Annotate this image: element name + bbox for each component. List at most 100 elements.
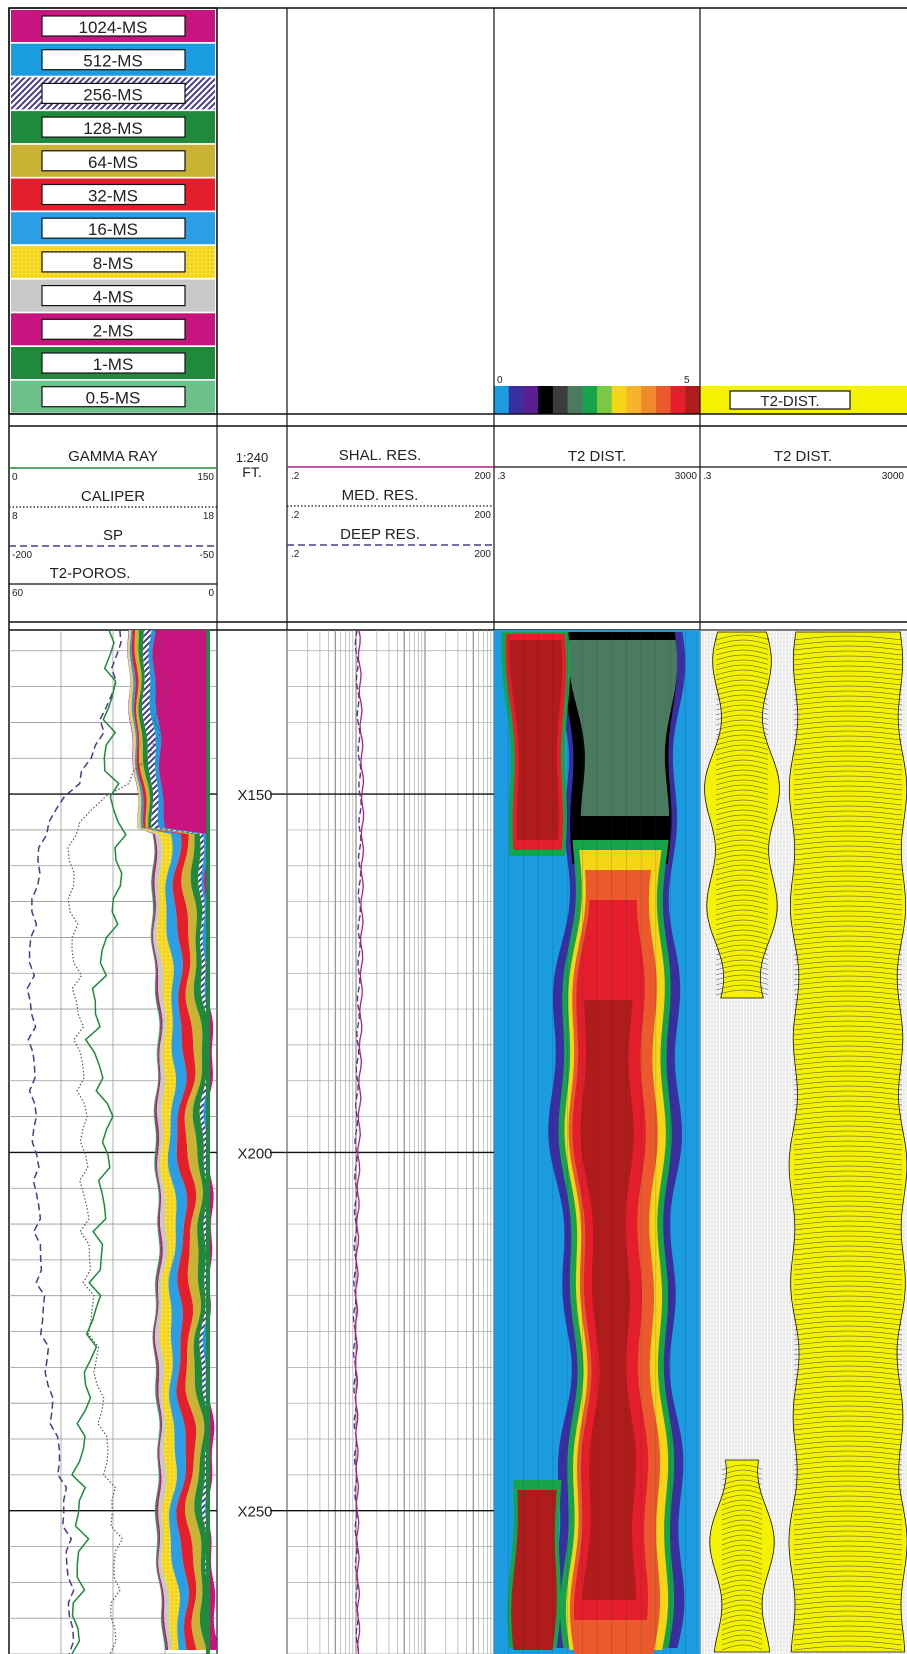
wave-line	[793, 1500, 903, 1506]
wave-line	[793, 1530, 903, 1536]
wave-line	[793, 1375, 903, 1381]
wave-line	[793, 1305, 903, 1311]
wave-line	[793, 1610, 903, 1616]
wave-line	[793, 1480, 903, 1486]
wave-line	[793, 1105, 903, 1111]
wave-line	[793, 1470, 903, 1476]
wave-line	[793, 1270, 903, 1276]
legend-label-4: 64-MS	[88, 153, 138, 172]
sp-curve	[26, 629, 122, 1654]
wave-line	[793, 1205, 903, 1211]
wave-line	[793, 1540, 903, 1546]
t2-bin-2	[127, 630, 169, 1650]
wave-line	[793, 925, 903, 931]
t2-bin-stack	[127, 630, 217, 1654]
wave-line	[793, 785, 903, 791]
t2-dist-1-min: .3	[497, 471, 506, 482]
header-track1: GAMMA RAY 0 150 CALIPER 8 18 SP -200 -50…	[9, 448, 217, 599]
wave-line-upper	[715, 794, 769, 801]
colorbar-swatch-7	[597, 386, 613, 414]
wave-line	[793, 895, 903, 901]
wave-line	[793, 1365, 903, 1371]
wave-line	[793, 1210, 903, 1216]
colorbar-max-label: 5	[684, 375, 690, 386]
t2-dist-2-max: 3000	[882, 471, 905, 482]
wave-line	[793, 1455, 903, 1461]
wave-line	[793, 840, 903, 846]
wave-line	[793, 1465, 903, 1471]
wave-line	[793, 1445, 903, 1451]
wave-line-upper	[715, 924, 769, 931]
t2-dist-2-title: T2 DIST.	[774, 448, 832, 465]
wave-line-upper	[715, 849, 769, 856]
wave-line	[793, 1145, 903, 1151]
wave-line-lower	[721, 1494, 763, 1501]
wave-line-upper	[715, 979, 769, 986]
wave-line	[793, 1430, 903, 1436]
deep-res-title: DEEP RES.	[340, 526, 420, 543]
t2-dist-legend: T2-DIST.	[700, 386, 907, 414]
t2-bin-11	[152, 630, 217, 1650]
deep-res-max: 200	[474, 549, 491, 560]
scale-unit: FT.	[242, 464, 261, 480]
wave-line	[793, 940, 903, 946]
wave-line-upper	[715, 779, 769, 786]
wave-line-upper	[715, 744, 769, 751]
wave-main-band	[788, 631, 907, 1653]
wave-line	[793, 1075, 903, 1081]
legend-label-box-7	[41, 251, 186, 273]
wave-line	[793, 1545, 903, 1551]
t2-upper-darkred	[509, 640, 563, 840]
wave-line-upper	[715, 694, 769, 701]
wave-line-upper	[715, 959, 769, 966]
wave-line-upper	[715, 724, 769, 731]
wave-line	[793, 845, 903, 851]
wave-line	[793, 1495, 903, 1501]
colorbar-swatch-5	[567, 386, 583, 414]
colorbar-section: 0 5	[494, 375, 701, 414]
wave-line	[793, 1195, 903, 1201]
wave-line-lower	[721, 1534, 763, 1541]
wave-line-upper	[715, 984, 769, 991]
wave-line	[793, 885, 903, 891]
wave-line-upper	[715, 969, 769, 976]
wave-line-upper	[715, 854, 769, 861]
wave-line	[793, 1000, 903, 1006]
wave-line-upper	[715, 839, 769, 846]
wave-line	[793, 1565, 903, 1571]
wave-line	[793, 1010, 903, 1016]
wave-line-upper	[715, 679, 769, 686]
wave-line	[793, 1285, 903, 1291]
wave-line	[793, 695, 903, 701]
wave-line	[793, 635, 903, 641]
wave-line	[793, 1085, 903, 1091]
wave-line-upper	[715, 894, 769, 901]
wave-line	[793, 1015, 903, 1021]
wave-line	[793, 1300, 903, 1306]
wave-line-upper	[715, 899, 769, 906]
wave-line-lower	[721, 1634, 763, 1641]
wave-line	[793, 1515, 903, 1521]
wave-line-upper	[715, 664, 769, 671]
wave-line-upper	[715, 669, 769, 676]
scale-ratio: 1:240	[236, 450, 269, 465]
legend-label-8: 4-MS	[93, 288, 134, 307]
wave-line	[793, 735, 903, 741]
legend-label-3: 128-MS	[83, 119, 143, 138]
wave-line	[793, 1050, 903, 1056]
t2-poros-title: T2-POROS.	[50, 565, 131, 582]
shal-res-max: 200	[474, 471, 491, 482]
wave-line	[793, 1230, 903, 1236]
wave-line-upper	[715, 919, 769, 926]
legend-label-0: 1024-MS	[79, 18, 148, 37]
caliper-min: 8	[12, 511, 18, 522]
wave-line	[793, 1235, 903, 1241]
wave-line	[793, 1450, 903, 1456]
wave-line-upper	[715, 699, 769, 706]
wave-line	[793, 975, 903, 981]
wave-line-upper	[715, 974, 769, 981]
wave-line	[793, 1405, 903, 1411]
wave-line	[793, 640, 903, 646]
wave-line	[793, 670, 903, 676]
wave-line	[793, 900, 903, 906]
